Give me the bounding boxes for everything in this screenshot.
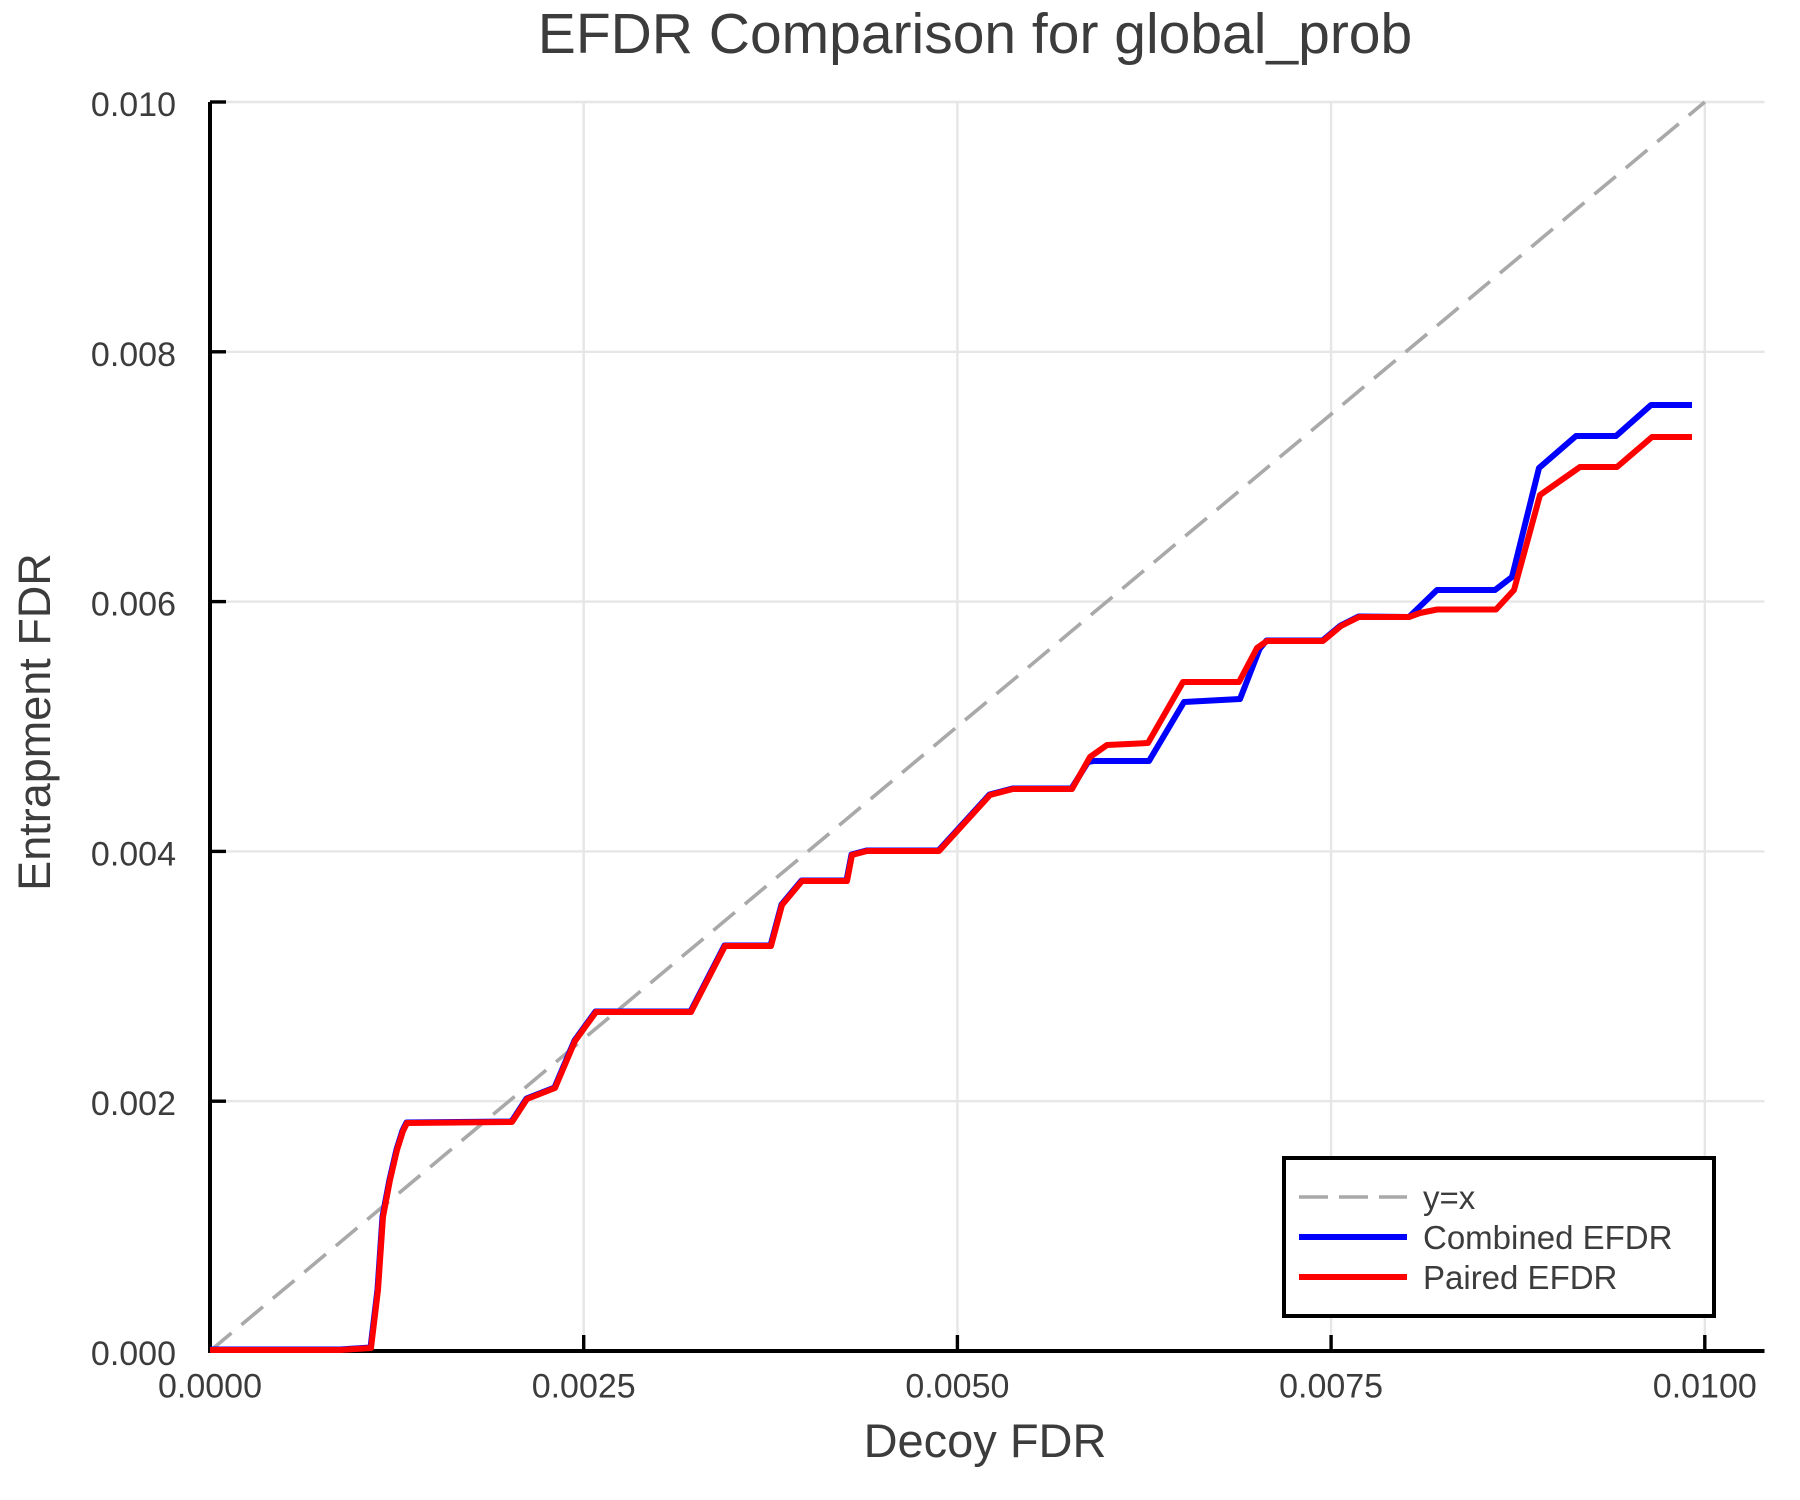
- svg-text:0.000: 0.000: [91, 1335, 176, 1373]
- svg-text:0.010: 0.010: [91, 86, 176, 124]
- svg-text:0.0075: 0.0075: [1279, 1368, 1383, 1406]
- svg-text:y=x: y=x: [1423, 1179, 1476, 1216]
- svg-text:0.002: 0.002: [91, 1085, 176, 1123]
- svg-text:Combined EFDR: Combined EFDR: [1423, 1219, 1672, 1256]
- svg-text:0.0025: 0.0025: [532, 1368, 636, 1406]
- svg-text:0.0050: 0.0050: [905, 1368, 1009, 1406]
- svg-text:0.0000: 0.0000: [158, 1368, 262, 1406]
- svg-text:EFDR Comparison for global_pro: EFDR Comparison for global_prob: [538, 2, 1412, 66]
- svg-text:Paired EFDR: Paired EFDR: [1423, 1259, 1617, 1296]
- svg-text:Entrapment FDR: Entrapment FDR: [9, 553, 60, 891]
- svg-text:Decoy FDR: Decoy FDR: [864, 1414, 1107, 1467]
- svg-text:0.0100: 0.0100: [1653, 1368, 1757, 1406]
- svg-text:0.006: 0.006: [91, 586, 176, 624]
- svg-text:0.008: 0.008: [91, 336, 176, 374]
- svg-text:0.004: 0.004: [91, 835, 176, 873]
